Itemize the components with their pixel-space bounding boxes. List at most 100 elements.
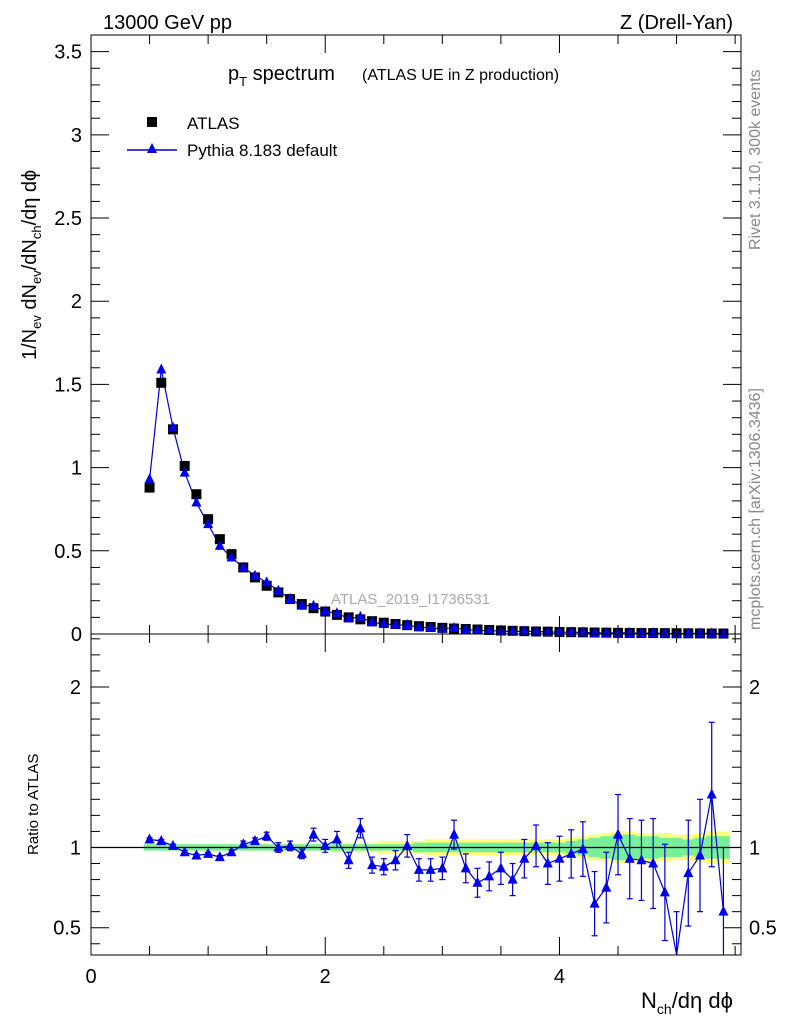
ratio-plot-border — [90, 633, 742, 956]
ratio-data-point — [577, 843, 588, 854]
ratio-data-point — [390, 854, 401, 865]
pythia-data-point — [683, 627, 694, 638]
pythia-data-point — [519, 625, 530, 636]
pythia-data-point — [144, 473, 155, 484]
analysis-watermark: ATLAS_2019_I1736531 — [331, 591, 490, 608]
ratio-data-point — [378, 860, 389, 871]
y-tick-label: 1 — [71, 458, 82, 480]
ratio-y-tick-label-right: 0.5 — [749, 918, 777, 940]
pythia-data-point — [706, 627, 717, 638]
ratio-y-tick-label-right: 2 — [749, 677, 760, 699]
pythia-data-point — [273, 584, 284, 595]
ratio-data-point — [320, 839, 331, 850]
pythia-data-point — [249, 569, 260, 580]
ratio-data-point — [648, 857, 659, 868]
pythia-data-point — [285, 593, 296, 604]
pythia-data-point — [308, 599, 319, 610]
legend: ATLAS Pythia 8.183 default — [127, 114, 338, 160]
main-plot-data — [144, 363, 729, 639]
ratio-data-point — [437, 862, 448, 873]
ratio-data-point — [156, 835, 167, 846]
ratio-data-point — [601, 881, 612, 892]
legend-atlas-marker — [147, 117, 157, 127]
atlas-data-point — [179, 460, 190, 471]
atlas-data-point — [191, 489, 202, 500]
ratio-data-point — [355, 822, 366, 833]
y-tick-label: 2.5 — [54, 208, 82, 230]
ratio-data-point — [706, 788, 717, 799]
ratio-data-point — [203, 847, 214, 858]
pythia-data-point — [648, 627, 659, 638]
ratio-plot-frame — [90, 633, 742, 956]
x-tick-label: 4 — [554, 966, 565, 988]
ratio-data-point — [261, 830, 272, 841]
ratio-data-point — [402, 839, 413, 850]
ratio-data-point — [542, 857, 553, 868]
pythia-data-point — [589, 627, 600, 638]
ratio-data-point — [167, 839, 178, 850]
x-tick-label: 2 — [320, 966, 331, 988]
ratio-data-point — [507, 873, 518, 884]
ratio-data-point — [495, 862, 506, 873]
pythia-data-point — [214, 539, 225, 550]
y-tick-label: 3 — [71, 125, 82, 147]
pythia-data-point — [355, 610, 366, 621]
ratio-data-point — [659, 886, 670, 897]
x-tick-label: 0 — [85, 966, 96, 988]
pythia-data-point — [343, 612, 354, 623]
pythia-data-point — [718, 627, 729, 638]
atlas-data-point — [156, 377, 167, 388]
ratio-data-point — [460, 862, 471, 873]
ratio-y-axis-label: Ratio to ATLAS — [25, 754, 42, 855]
ratio-data-point — [683, 867, 694, 878]
y-tick-label: 0 — [71, 624, 82, 646]
pythia-data-point — [472, 624, 483, 635]
pythia-data-point — [226, 551, 237, 562]
ratio-data-point — [531, 839, 542, 850]
pythia-data-point — [413, 621, 424, 632]
ratio-data-point — [191, 849, 202, 860]
plot-title-extra: (ATLAS UE in Z production) — [362, 67, 559, 84]
ratio-data-point — [425, 863, 436, 874]
ratio-data-point — [249, 835, 260, 846]
ratio-y-tick-label-right: 1 — [749, 837, 760, 859]
ratio-data-point — [718, 905, 729, 916]
ratio-plot-ticks: 0.5 0.5 1 1 2 2 0 2 4 — [53, 35, 777, 988]
legend-atlas-label: ATLAS — [187, 114, 240, 133]
pythia-data-point — [624, 627, 635, 638]
pythia-data-point — [191, 496, 202, 507]
y-tick-label: 3.5 — [54, 42, 82, 64]
main-y-axis-label: 1/Nev dNev/dNch/dη dϕ — [19, 170, 44, 360]
pythia-data-point — [261, 576, 272, 587]
pythia-data-point — [203, 518, 214, 529]
header-process-label: Z (Drell-Yan) — [620, 12, 733, 34]
ratio-data-point — [484, 870, 495, 881]
main-plot-y-ticks: 0 0.5 1 1.5 2 2.5 3 3.5 — [54, 42, 741, 646]
pythia-data-point — [425, 622, 436, 633]
pythia-data-point — [460, 623, 471, 634]
ratio-data-point — [308, 828, 319, 839]
ratio-plot-data — [144, 721, 729, 956]
ratio-data-point — [589, 897, 600, 908]
ratio-data-point — [472, 876, 483, 887]
y-tick-label: 0.5 — [54, 541, 82, 563]
ratio-data-point — [296, 847, 307, 858]
pythia-data-point — [402, 619, 413, 630]
ratio-data-point — [554, 852, 565, 863]
atlas-data-point — [214, 534, 225, 545]
y-tick-label: 2 — [71, 291, 82, 313]
legend-pythia-marker — [147, 143, 157, 153]
pythia-data-point — [320, 605, 331, 616]
pythia-data-point — [238, 561, 249, 572]
rivet-version-label: Rivet 3.1.10, 300k events — [747, 69, 764, 250]
ratio-data-point — [695, 849, 706, 860]
pythia-data-point — [449, 621, 460, 632]
pythia-data-point — [484, 624, 495, 635]
pythia-data-point — [367, 616, 378, 627]
pythia-data-point — [636, 627, 647, 638]
pythia-data-point — [601, 627, 612, 638]
pythia-data-point — [695, 627, 706, 638]
ratio-data-point — [226, 846, 237, 857]
ratio-data-point — [144, 833, 155, 844]
pythia-data-point — [179, 466, 190, 477]
